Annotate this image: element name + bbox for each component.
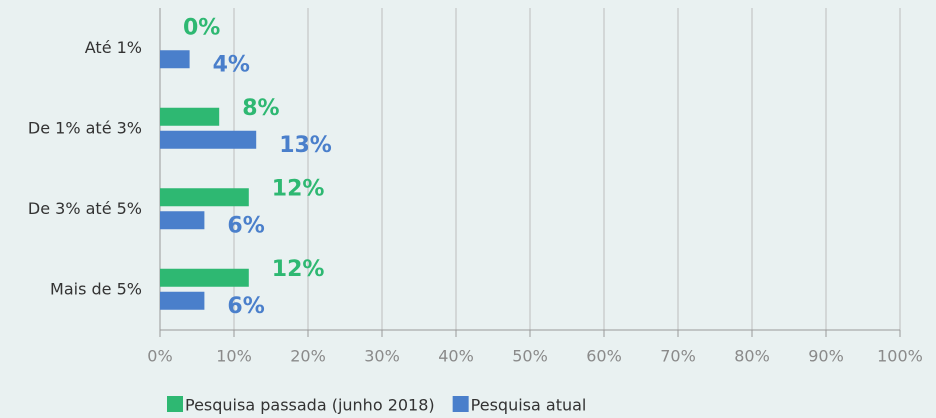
bar <box>160 211 205 230</box>
x-tick-label: 50% <box>512 347 548 366</box>
legend-label: Pesquisa passada (junho 2018) <box>185 396 435 415</box>
y-tick-label: De 1% até 3% <box>28 118 142 137</box>
legend-swatch <box>167 396 183 412</box>
x-tick-label: 0% <box>147 347 172 366</box>
y-tick-label: De 3% até 5% <box>28 199 142 218</box>
bar <box>160 188 249 207</box>
x-tick-label: 80% <box>734 347 770 366</box>
value-label: 6% <box>227 213 264 238</box>
value-label: 12% <box>272 257 325 282</box>
value-label: 6% <box>227 294 264 319</box>
value-label: 13% <box>279 133 332 158</box>
y-tick-label: Mais de 5% <box>50 279 142 298</box>
value-label: 8% <box>242 96 279 121</box>
x-tick-label: 90% <box>808 347 844 366</box>
value-label: 4% <box>213 52 250 77</box>
x-tick-label: 10% <box>216 347 252 366</box>
value-label: 12% <box>272 176 325 201</box>
bar <box>160 107 220 126</box>
bar <box>160 268 249 287</box>
x-tick-label: 20% <box>290 347 326 366</box>
bar <box>160 130 257 149</box>
value-label: 0% <box>183 15 220 40</box>
legend-swatch <box>452 396 469 412</box>
x-tick-label: 70% <box>660 347 696 366</box>
bar <box>160 291 205 310</box>
bar <box>160 50 190 69</box>
x-tick-label: 40% <box>438 347 474 366</box>
x-tick-label: 100% <box>877 347 923 366</box>
y-tick-label: Até 1% <box>85 38 142 57</box>
x-tick-label: 60% <box>586 347 622 366</box>
legend-label: Pesquisa atual <box>471 396 587 415</box>
x-tick-label: 30% <box>364 347 400 366</box>
